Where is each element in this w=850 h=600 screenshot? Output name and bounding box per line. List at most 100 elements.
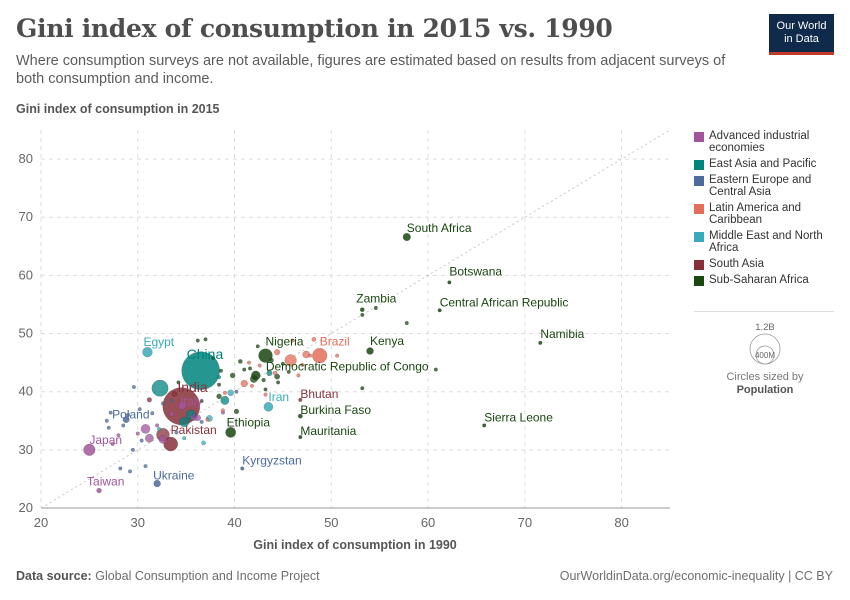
data-point[interactable] bbox=[131, 385, 136, 389]
data-point[interactable] bbox=[261, 377, 266, 383]
data-point[interactable] bbox=[171, 391, 178, 397]
data-point-ethiopia[interactable] bbox=[225, 427, 236, 438]
data-point[interactable] bbox=[176, 380, 181, 385]
legend-item[interactable]: Sub-Saharan Africa bbox=[694, 274, 844, 286]
data-point[interactable] bbox=[158, 435, 168, 444]
data-point-namibia[interactable] bbox=[538, 340, 543, 345]
data-point-nigeria[interactable] bbox=[258, 348, 273, 363]
data-point[interactable] bbox=[263, 392, 268, 397]
data-point[interactable] bbox=[217, 382, 222, 387]
data-point[interactable] bbox=[233, 408, 240, 415]
data-point[interactable] bbox=[110, 442, 115, 446]
data-point[interactable] bbox=[276, 380, 281, 385]
data-point-poland[interactable] bbox=[122, 416, 130, 423]
data-point[interactable] bbox=[199, 399, 204, 403]
data-point[interactable] bbox=[229, 372, 236, 379]
data-point[interactable] bbox=[296, 373, 301, 378]
data-point[interactable] bbox=[234, 389, 239, 394]
data-point[interactable] bbox=[128, 469, 132, 474]
data-source-link[interactable]: Global Consumption and Income Project bbox=[95, 569, 320, 583]
data-point[interactable] bbox=[217, 375, 222, 380]
data-point-brazil[interactable] bbox=[312, 348, 328, 364]
data-point[interactable] bbox=[182, 436, 187, 441]
legend-item[interactable]: Eastern Europe and Central Asia bbox=[694, 174, 844, 198]
data-point[interactable] bbox=[203, 337, 208, 342]
data-point[interactable] bbox=[108, 410, 113, 415]
data-point-burkina-faso[interactable] bbox=[298, 413, 303, 419]
data-point[interactable] bbox=[168, 411, 175, 417]
data-point[interactable] bbox=[242, 367, 247, 372]
data-point[interactable] bbox=[116, 433, 121, 438]
data-point-iran[interactable] bbox=[263, 402, 274, 412]
data-point[interactable] bbox=[135, 431, 140, 436]
data-point-kyrgyzstan[interactable] bbox=[240, 466, 245, 471]
data-point-ukraine[interactable] bbox=[153, 479, 161, 488]
legend-item[interactable]: Middle East and North Africa bbox=[694, 230, 844, 254]
data-point[interactable] bbox=[263, 387, 268, 392]
data-point-central-african-republic[interactable] bbox=[437, 308, 442, 313]
data-point-south-africa[interactable] bbox=[402, 233, 411, 241]
data-point[interactable] bbox=[250, 375, 258, 383]
data-point[interactable] bbox=[360, 386, 365, 391]
data-point-pakistan[interactable] bbox=[163, 436, 178, 452]
data-point[interactable] bbox=[238, 359, 243, 364]
data-point[interactable] bbox=[179, 416, 190, 428]
legend-item[interactable]: East Asia and Pacific bbox=[694, 158, 844, 170]
data-point[interactable] bbox=[300, 362, 305, 367]
data-point[interactable] bbox=[169, 398, 174, 403]
data-point[interactable] bbox=[250, 383, 254, 388]
data-point[interactable] bbox=[272, 370, 278, 376]
data-point-zambia[interactable] bbox=[360, 307, 365, 312]
data-point[interactable] bbox=[222, 390, 227, 395]
data-point[interactable] bbox=[284, 354, 297, 367]
data-point[interactable] bbox=[139, 438, 144, 443]
url-license[interactable]: OurWorldinData.org/economic-inequality |… bbox=[559, 569, 833, 583]
data-point[interactable] bbox=[266, 370, 273, 377]
data-point-sierra-leone[interactable] bbox=[482, 423, 487, 428]
data-point[interactable] bbox=[248, 366, 252, 371]
data-point[interactable] bbox=[335, 353, 340, 358]
data-point[interactable] bbox=[201, 440, 206, 446]
data-point[interactable] bbox=[199, 419, 204, 424]
data-point[interactable] bbox=[157, 426, 162, 431]
data-point[interactable] bbox=[145, 433, 154, 443]
data-point[interactable] bbox=[360, 312, 365, 317]
data-point[interactable] bbox=[140, 424, 151, 434]
data-point-mauritania[interactable] bbox=[298, 435, 303, 440]
data-point[interactable] bbox=[308, 353, 312, 358]
data-point[interactable] bbox=[151, 379, 169, 397]
data-point-japan[interactable] bbox=[83, 443, 96, 456]
data-point-italy[interactable] bbox=[178, 401, 187, 410]
data-point[interactable] bbox=[247, 360, 252, 365]
data-point[interactable] bbox=[104, 418, 109, 423]
data-point[interactable] bbox=[280, 361, 285, 366]
data-point-kenya[interactable] bbox=[366, 347, 374, 355]
data-point[interactable] bbox=[191, 413, 196, 417]
data-point[interactable] bbox=[227, 389, 234, 397]
data-point[interactable] bbox=[433, 367, 438, 372]
data-point[interactable] bbox=[290, 338, 295, 343]
data-point-botswana[interactable] bbox=[447, 280, 452, 285]
data-point[interactable] bbox=[286, 369, 291, 374]
data-point[interactable] bbox=[118, 466, 123, 471]
data-point[interactable] bbox=[268, 357, 274, 363]
data-point[interactable] bbox=[220, 396, 230, 405]
data-point[interactable] bbox=[205, 417, 210, 422]
data-point[interactable] bbox=[106, 425, 111, 430]
data-point[interactable] bbox=[137, 407, 142, 412]
data-point[interactable] bbox=[174, 430, 179, 435]
legend-item[interactable]: Latin America and Caribbean bbox=[694, 202, 844, 226]
data-point[interactable] bbox=[404, 321, 409, 326]
data-point[interactable] bbox=[216, 393, 222, 400]
data-point[interactable] bbox=[240, 380, 248, 388]
data-point[interactable] bbox=[211, 356, 216, 360]
data-point[interactable] bbox=[130, 447, 135, 452]
data-point[interactable] bbox=[255, 344, 260, 349]
data-point[interactable] bbox=[194, 414, 201, 422]
data-point[interactable] bbox=[219, 368, 223, 373]
legend-item[interactable]: Advanced industrial economies bbox=[694, 130, 844, 154]
legend-item[interactable]: South Asia bbox=[694, 258, 844, 270]
data-point[interactable] bbox=[220, 408, 225, 413]
data-point[interactable] bbox=[146, 397, 152, 403]
data-point-taiwan[interactable] bbox=[96, 487, 102, 494]
